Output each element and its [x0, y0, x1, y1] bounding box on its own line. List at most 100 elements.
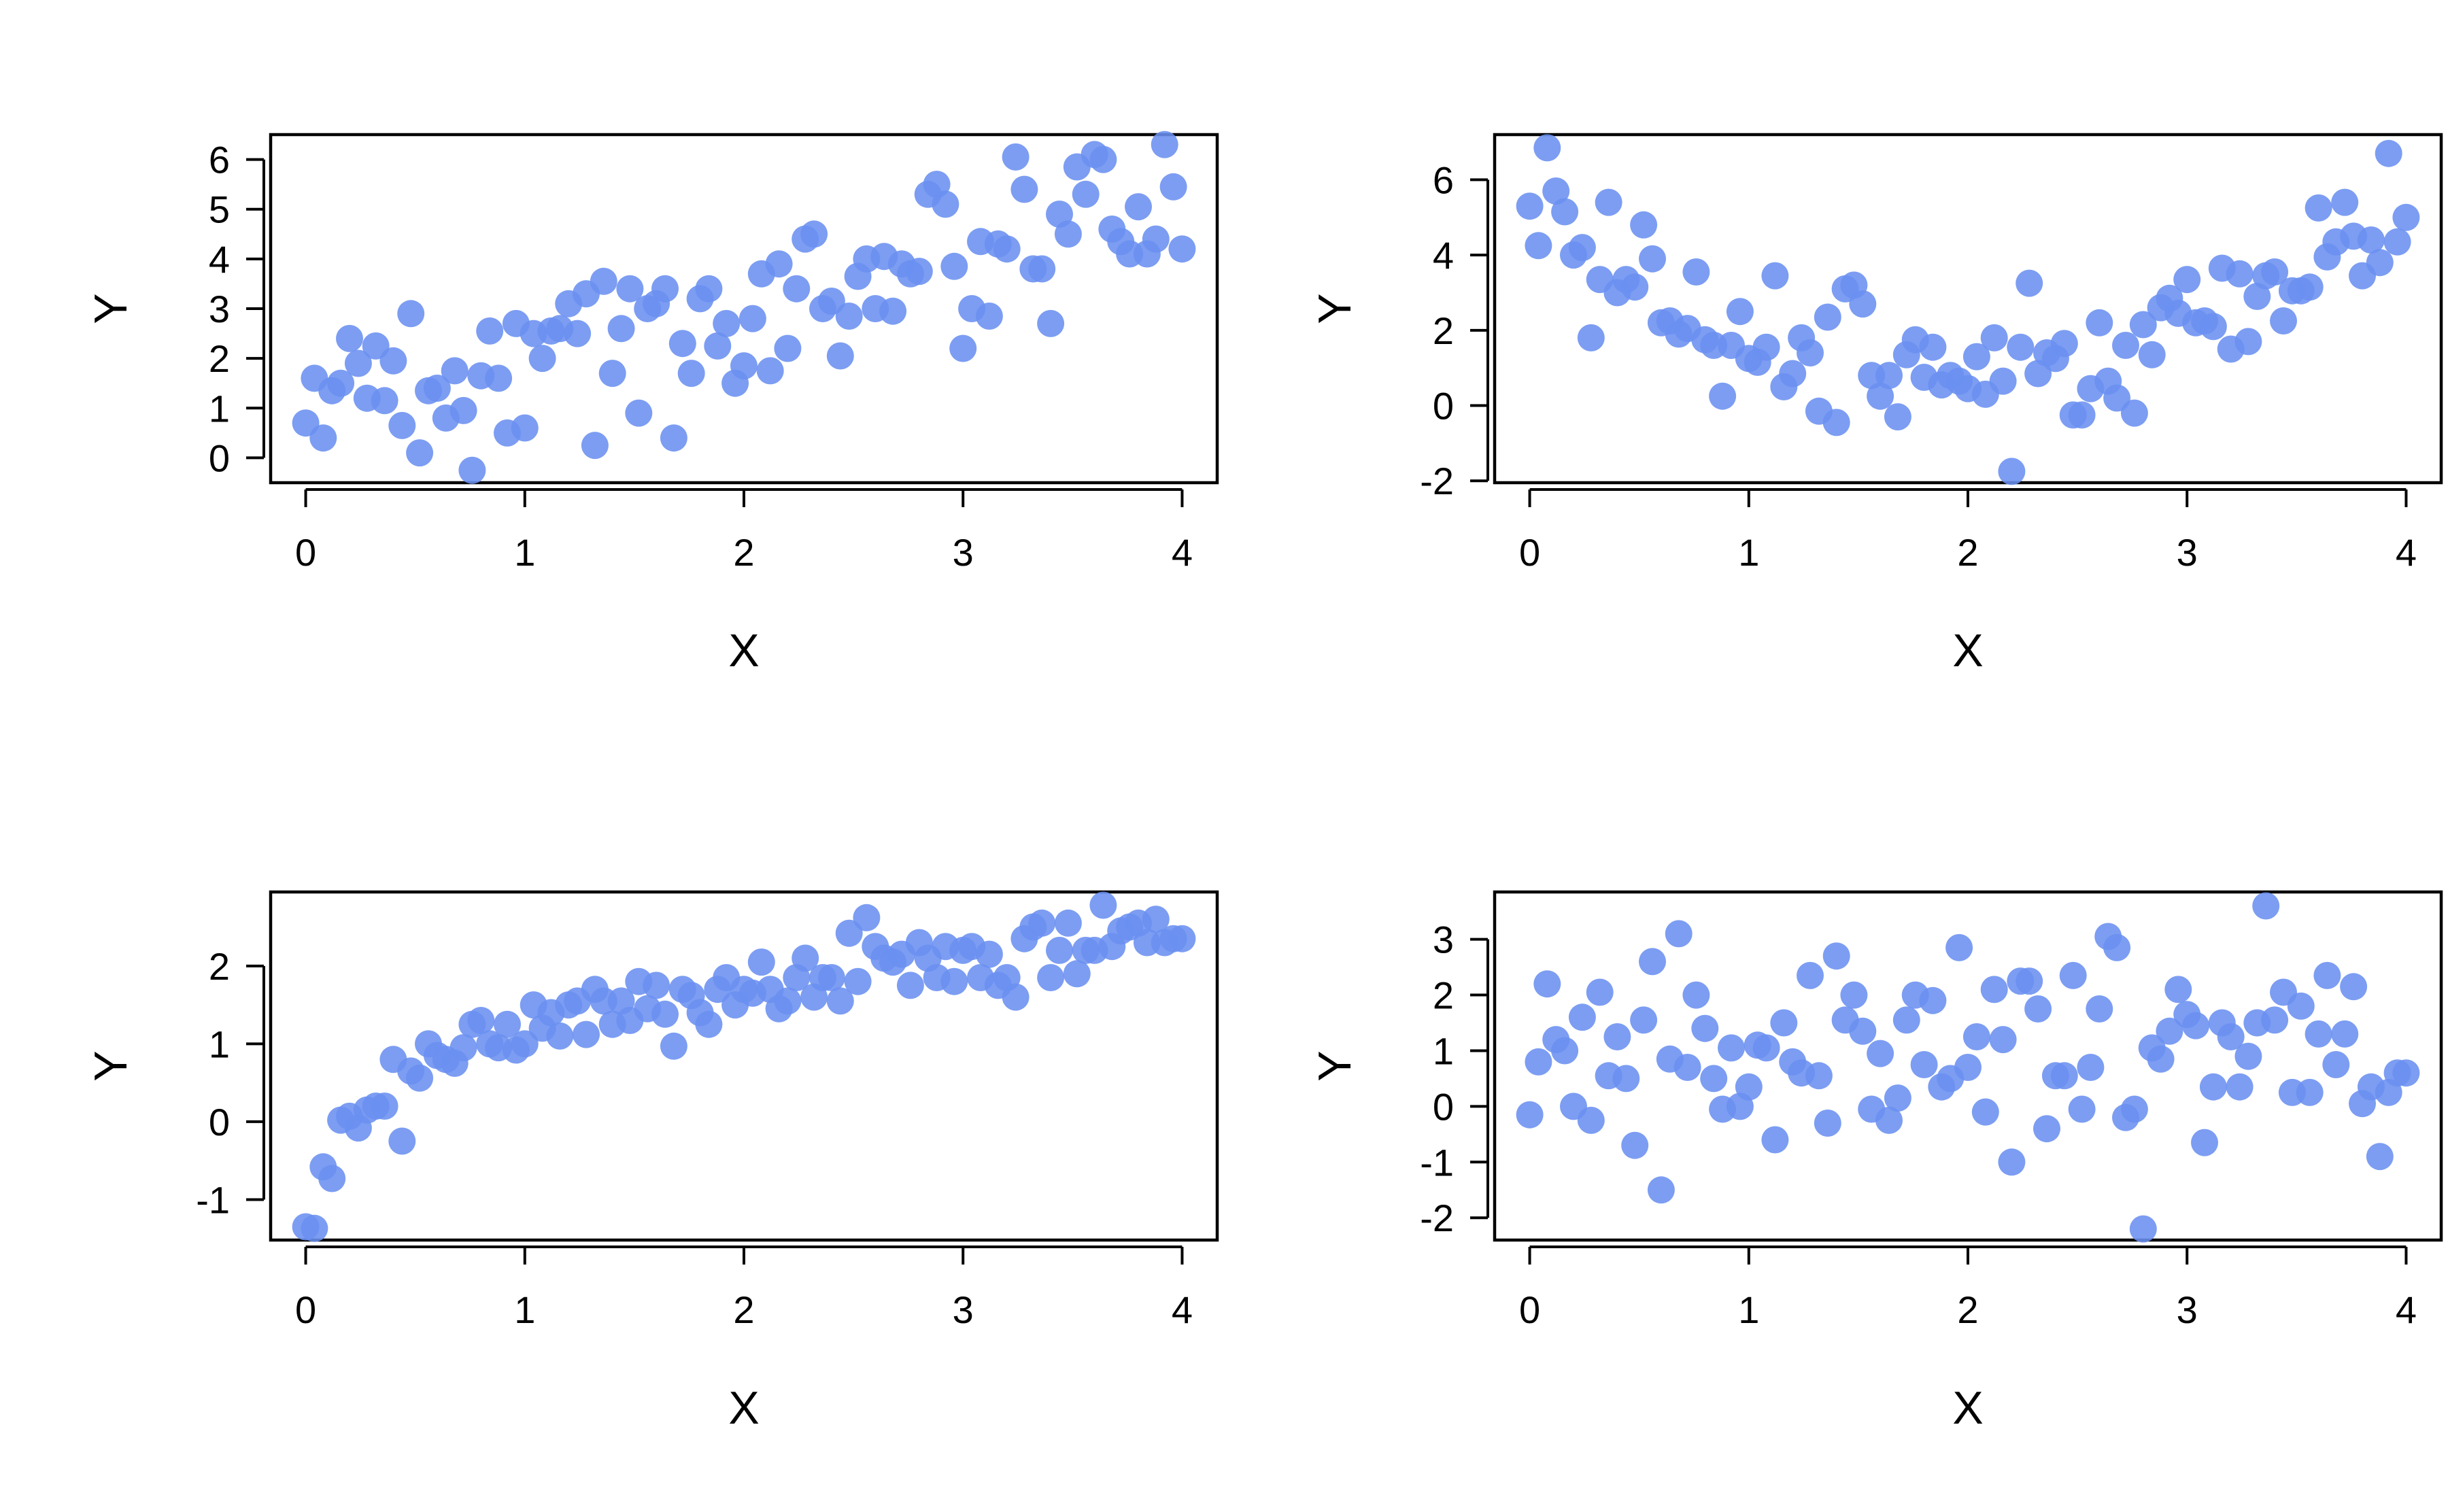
data-point: [2234, 328, 2262, 356]
x-tick-label: 3: [2177, 1288, 2198, 1331]
y-tick-label: -1: [196, 1178, 230, 1221]
data-point: [1577, 1106, 1605, 1134]
y-tick-label: 3: [1433, 918, 1454, 961]
data-point: [441, 357, 469, 385]
data-point: [2120, 399, 2148, 427]
data-point: [730, 352, 758, 380]
data-point: [1682, 981, 1710, 1009]
x-tick-label: 1: [514, 531, 535, 574]
data-point: [1621, 273, 1649, 301]
data-point: [1875, 362, 1903, 390]
y-tick-label: 2: [1433, 309, 1454, 352]
data-point: [1028, 909, 1056, 937]
data-point: [1884, 1084, 1911, 1112]
y-tick-label: -2: [1420, 460, 1454, 502]
data-point: [2086, 309, 2113, 337]
data-point: [1525, 232, 1552, 260]
x-tick-label: 2: [1957, 531, 1978, 574]
data-point: [388, 1127, 416, 1155]
y-tick-label: -1: [1420, 1141, 1454, 1184]
data-point: [1770, 1009, 1798, 1037]
data-point: [590, 267, 617, 295]
y-tick-label: 0: [209, 1101, 230, 1144]
data-point: [2305, 194, 2332, 222]
data-point: [2191, 1129, 2218, 1156]
data-point: [2322, 1051, 2350, 1078]
data-point: [2296, 273, 2324, 301]
data-point: [1159, 173, 1187, 201]
data-point: [975, 940, 1003, 968]
data-point: [668, 330, 696, 358]
data-point: [835, 303, 863, 330]
data-point: [1551, 198, 1579, 226]
x-tick-label: 1: [1738, 531, 1759, 574]
data-point: [1962, 1023, 1990, 1050]
data-point: [1002, 983, 1030, 1011]
data-point: [2050, 330, 2078, 358]
data-point: [309, 424, 337, 452]
data-point: [993, 235, 1021, 263]
data-point: [765, 250, 793, 278]
data-point: [1735, 1073, 1763, 1101]
data-point: [1046, 936, 1073, 964]
plot-frame: [1493, 133, 2443, 485]
data-point: [1814, 303, 1841, 331]
data-point: [783, 275, 811, 303]
data-point: [1072, 180, 1100, 208]
y-axis-title: Y: [85, 1050, 137, 1081]
data-point: [2050, 1062, 2078, 1090]
data-points: [292, 131, 1196, 484]
data-point: [940, 252, 968, 280]
data-point: [2261, 258, 2289, 286]
data-point: [2383, 228, 2411, 256]
data-point: [2226, 1073, 2254, 1101]
data-point: [2024, 995, 2052, 1023]
data-point: [2226, 260, 2254, 288]
data-point: [1516, 1101, 1544, 1129]
data-point: [1037, 309, 1065, 337]
data-point: [2129, 1215, 2157, 1243]
y-tick-label: 6: [209, 139, 230, 182]
data-point: [467, 1007, 495, 1034]
data-point: [485, 364, 513, 392]
data-point: [2147, 1045, 2175, 1073]
data-point: [616, 275, 644, 303]
data-point: [932, 190, 959, 218]
data-point: [695, 275, 723, 303]
data-point: [546, 1022, 574, 1050]
data-point: [826, 987, 854, 1015]
data-point: [476, 317, 504, 345]
data-point: [2120, 1095, 2148, 1123]
data-point: [896, 972, 924, 999]
data-point: [756, 357, 784, 385]
data-point: [1639, 948, 1666, 976]
y-tick-label: 5: [209, 188, 230, 231]
data-point: [1630, 211, 1658, 239]
data-point: [406, 439, 434, 467]
data-point: [1089, 891, 1117, 919]
data-point: [607, 315, 635, 343]
data-point: [2331, 1020, 2359, 1048]
data-point: [1726, 298, 1754, 326]
data-point: [817, 964, 845, 991]
x-tick-label: 4: [1172, 531, 1193, 574]
data-point: [1639, 245, 1666, 273]
data-point: [844, 967, 872, 995]
data-point: [625, 399, 653, 427]
data-point: [879, 297, 907, 325]
data-point: [1962, 343, 1990, 371]
data-point: [1797, 339, 1824, 366]
data-point: [774, 334, 802, 362]
x-tick-label: 2: [1957, 1288, 1978, 1331]
data-point: [2103, 933, 2131, 961]
data-point: [835, 919, 863, 947]
data-point: [2375, 139, 2402, 167]
data-point: [1054, 909, 1082, 937]
data-point: [1822, 942, 1850, 970]
data-point: [1814, 1110, 1841, 1137]
data-point: [2086, 995, 2113, 1023]
data-point: [1028, 255, 1056, 283]
data-point: [2270, 307, 2297, 334]
data-point: [660, 424, 687, 452]
data-point: [975, 303, 1003, 330]
